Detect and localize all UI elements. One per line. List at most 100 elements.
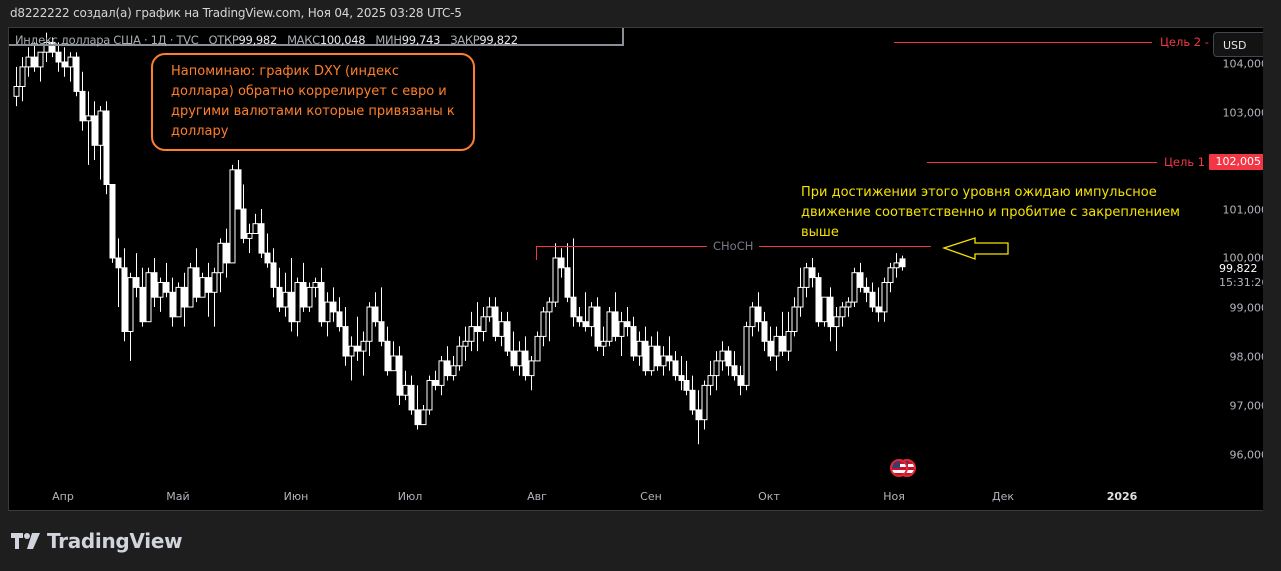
candle-body (869, 291, 876, 308)
candle-body (438, 360, 445, 386)
candle-body (887, 267, 894, 284)
chart-frame: Индекс доллара США · 1Д · TVC ОТКР99,982… (8, 27, 1273, 511)
annotation-breakout-note[interactable]: При достижении этого уровня ожидаю импул… (801, 185, 1180, 240)
candle-body (109, 184, 116, 259)
economic-events-marker[interactable] (890, 459, 930, 481)
candle-body (516, 350, 523, 367)
candle-body (157, 282, 164, 298)
price-axis[interactable]: 104,000 103,000 101,000 100,000 99,000 9… (1214, 28, 1272, 510)
price-tick: 101,000 (1222, 203, 1269, 217)
candle-body (139, 286, 146, 323)
candle-body (707, 375, 714, 386)
candle-body (809, 267, 816, 279)
candle-body (881, 282, 888, 313)
candle-body (252, 223, 259, 234)
candle-body (145, 272, 152, 323)
close-label: ЗАКР (450, 33, 480, 47)
symbol-title[interactable]: Индекс доллара США · 1Д · TVC (15, 33, 199, 47)
candle-body (264, 252, 271, 264)
candle-body (498, 321, 505, 337)
candlestick-chart[interactable] (9, 28, 1219, 510)
candle-body (73, 56, 80, 92)
candle-body (324, 301, 331, 323)
candle-body (450, 365, 457, 377)
candle-body (510, 350, 517, 367)
candle-body (863, 286, 870, 293)
candle-body (420, 409, 427, 426)
candle-body (642, 340, 649, 372)
time-tick: Дек (991, 490, 1015, 503)
candle-body (127, 277, 134, 333)
candle-body (187, 267, 194, 308)
candle-body (175, 286, 182, 318)
candle-body (582, 321, 589, 328)
candle-body (372, 306, 379, 323)
candle-body (31, 56, 38, 68)
candle-body (211, 272, 218, 293)
candle-body (193, 267, 200, 298)
candle-body (378, 321, 385, 342)
time-axis[interactable]: Апр Май Июн Июл Авг Сен Окт Ноя Дек 2026 (9, 490, 1219, 510)
time-tick: Июн (283, 490, 309, 503)
candle-body (121, 267, 128, 333)
candle-body (43, 41, 50, 53)
candle-body (797, 286, 804, 308)
candle-body (390, 355, 397, 372)
annotation-correlation-note[interactable]: Напоминаю: график DXY (индекс доллара) о… (151, 53, 475, 151)
candle-body (857, 272, 864, 288)
candle-body (294, 282, 301, 323)
currency-button[interactable]: USD (1213, 32, 1267, 57)
candle-body (624, 321, 631, 328)
candle-body (851, 272, 858, 303)
candle-body (456, 345, 463, 367)
low-value: 99,743 (401, 33, 441, 47)
brand-name: TradingView (47, 529, 183, 553)
candle-body (749, 306, 756, 328)
candle-body (348, 345, 355, 357)
symbol-legend: Индекс доллара США · 1Д · TVC ОТКР99,982… (15, 33, 518, 47)
candle-body (773, 335, 780, 357)
candle-body (827, 296, 834, 328)
candle-body (779, 335, 786, 352)
target1-label[interactable]: Цель 1 - (1164, 155, 1213, 169)
candle-body (468, 326, 475, 342)
candle-body (672, 360, 679, 377)
time-tick: Апр (52, 490, 74, 503)
candle-body (486, 306, 493, 318)
bar-countdown-label: 15:31:26 (1219, 276, 1269, 289)
candle-body (342, 326, 349, 357)
candle-body (288, 291, 295, 323)
candle-body (366, 306, 373, 342)
candle-body (312, 282, 319, 288)
candle-body (492, 306, 499, 337)
chart-plot-area[interactable]: Индекс доллара США · 1Д · TVC ОТКР99,982… (9, 28, 1219, 510)
candle-body (300, 282, 307, 308)
candle-body (648, 345, 655, 372)
candle-body (588, 306, 595, 328)
candle-body (719, 350, 726, 362)
candle-body (181, 286, 188, 308)
candle-body (839, 306, 846, 318)
time-tick: 2026 (1106, 490, 1138, 503)
candle-body (875, 306, 882, 313)
candle-body (25, 56, 32, 68)
candle-body (360, 340, 367, 352)
candle-body (13, 86, 20, 97)
candle-body (235, 169, 242, 210)
open-label: ОТКР (208, 33, 239, 47)
candle-body (785, 331, 792, 352)
candle-body (67, 56, 74, 68)
price-tick: 98,000 (1229, 350, 1269, 364)
candle-body (169, 291, 176, 318)
candle-body (318, 282, 325, 323)
candle-body (276, 286, 283, 308)
chart-caption: d8222222 создал(а) график на TradingView… (10, 6, 462, 20)
target2-label[interactable]: Цель 2 - (1160, 35, 1209, 49)
candle-body (223, 242, 230, 264)
candle-body (480, 316, 487, 332)
candle-body (19, 66, 26, 88)
candle-body (737, 375, 744, 386)
tradingview-logo-icon (11, 533, 40, 549)
time-tick: Авг (527, 490, 547, 503)
choch-label[interactable]: CHoCH (709, 239, 758, 253)
